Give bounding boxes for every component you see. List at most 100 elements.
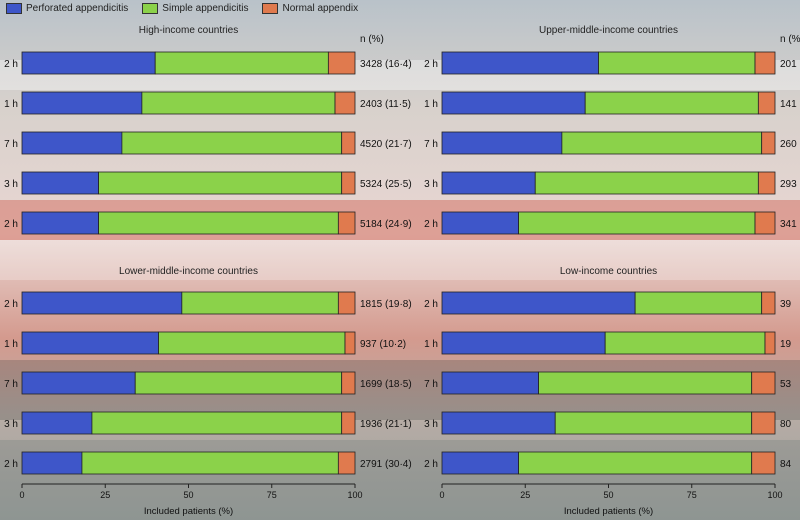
bar-perforated [21, 131, 123, 155]
legend-label-perforated: Perforated appendicitis [26, 2, 129, 14]
bar-simple [91, 411, 343, 435]
bar-simple [604, 331, 766, 355]
bar-perforated [441, 371, 539, 395]
n-value: 3428 (16·4) [360, 59, 412, 70]
bar-perforated [441, 171, 536, 195]
bar-simple [538, 371, 753, 395]
bar-simple [518, 451, 753, 475]
n-value: 5184 (24·9) [360, 219, 412, 230]
n-value: 1699 (18·5) [360, 379, 412, 390]
bar-normal [341, 411, 356, 435]
bar-simple [154, 51, 329, 75]
bar-perforated [21, 211, 99, 235]
n-header: n (%) [360, 34, 384, 45]
x-tick-label: 50 [183, 490, 193, 500]
bar-perforated [441, 451, 519, 475]
bar-simple [81, 451, 339, 475]
x-tick-label: 50 [603, 490, 613, 500]
bar-perforated [441, 291, 636, 315]
x-tick-label: 0 [19, 490, 24, 500]
n-value: 2403 (11·5) [360, 99, 411, 110]
x-axis-label: Included patients (%) [144, 506, 233, 517]
n-value: 341 [780, 219, 797, 230]
bar-simple [134, 371, 343, 395]
row-label: 2 h [424, 459, 438, 470]
row-label: 2 h [4, 459, 18, 470]
bar-perforated [21, 291, 183, 315]
row-label: 2 h [4, 59, 18, 70]
row-label: 1 h [424, 99, 438, 110]
bar-normal [337, 291, 356, 315]
bar-perforated [21, 171, 99, 195]
n-value: 201 [780, 59, 797, 70]
bar-perforated [441, 211, 519, 235]
row-label: 2 h [4, 219, 18, 230]
row-label: 1 h [4, 99, 18, 110]
bar-normal [341, 131, 356, 155]
n-value: 260 [780, 139, 797, 150]
bar-simple [141, 91, 336, 115]
bar-perforated [21, 371, 136, 395]
row-label: 7 h [424, 139, 438, 150]
bar-normal [751, 371, 776, 395]
legend-swatch-normal [262, 2, 279, 14]
bar-normal [327, 51, 356, 75]
bar-simple [181, 291, 339, 315]
bar-perforated [21, 451, 83, 475]
row-label: 1 h [4, 339, 18, 350]
row-label: 2 h [424, 219, 438, 230]
x-tick-label: 100 [347, 490, 362, 500]
row-label: 3 h [424, 419, 438, 430]
row-label: 3 h [424, 179, 438, 190]
bar-simple [554, 411, 753, 435]
x-tick-label: 75 [687, 490, 697, 500]
row-label: 2 h [424, 299, 438, 310]
bar-perforated [441, 331, 606, 355]
bar-simple [121, 131, 343, 155]
bar-normal [344, 331, 356, 355]
x-tick-label: 75 [267, 490, 277, 500]
x-tick-label: 25 [520, 490, 530, 500]
bar-perforated [21, 331, 159, 355]
n-value: 141 [780, 99, 797, 110]
row-label: 1 h [424, 339, 438, 350]
n-value: 19 [780, 339, 792, 350]
n-value: 937 (10·2) [360, 339, 406, 350]
bar-perforated [441, 91, 586, 115]
bar-normal [341, 371, 356, 395]
panel-title: Upper-middle-income countries [539, 25, 678, 36]
bar-normal [761, 291, 776, 315]
bar-simple [98, 211, 339, 235]
background-band [0, 240, 800, 280]
bar-normal [337, 211, 356, 235]
n-value: 84 [780, 459, 792, 470]
row-label: 3 h [4, 179, 18, 190]
n-value: 1815 (19·8) [360, 299, 412, 310]
bar-normal [754, 211, 776, 235]
n-value: 1936 (21·1) [360, 419, 412, 430]
bar-perforated [21, 91, 143, 115]
bar-simple [598, 51, 756, 75]
x-tick-label: 100 [767, 490, 782, 500]
bar-perforated [21, 51, 156, 75]
bar-normal [757, 91, 776, 115]
panel-title: Lower-middle-income countries [119, 266, 258, 277]
bar-normal [751, 411, 776, 435]
legend-swatch-simple [142, 2, 159, 14]
bar-simple [518, 211, 756, 235]
bar-normal [761, 131, 776, 155]
n-value: 293 [780, 179, 797, 190]
legend: Perforated appendicitis Simple appendici… [0, 0, 358, 16]
bar-simple [561, 131, 763, 155]
row-label: 7 h [4, 379, 18, 390]
n-value: 53 [780, 379, 792, 390]
bar-normal [764, 331, 776, 355]
n-value: 2791 (30·4) [360, 459, 412, 470]
legend-item-simple: Simple appendicitis [142, 2, 248, 14]
bar-simple [634, 291, 763, 315]
bar-simple [534, 171, 759, 195]
panel-title: Low-income countries [560, 266, 657, 277]
bar-simple [158, 331, 346, 355]
row-label: 7 h [424, 379, 438, 390]
